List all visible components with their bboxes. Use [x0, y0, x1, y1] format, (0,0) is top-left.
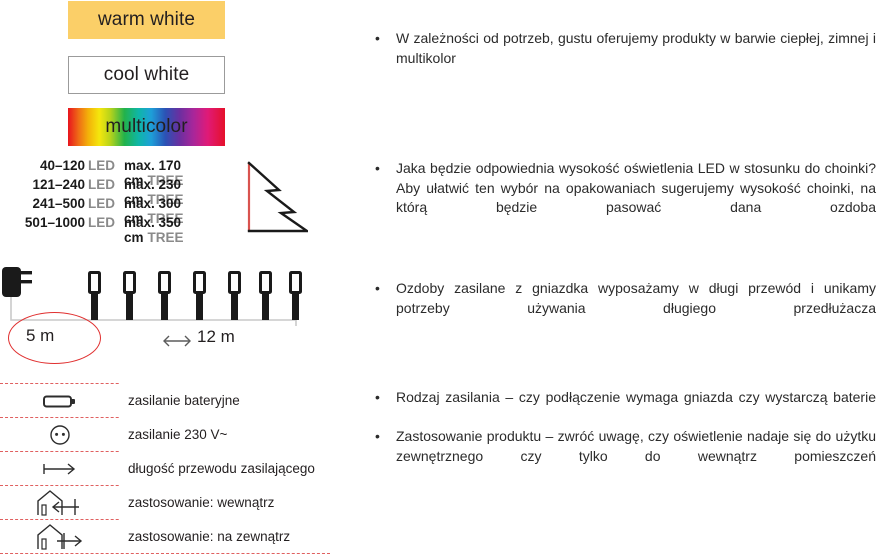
power-plug-icon [2, 267, 32, 297]
legend-label: zastosowanie: na zewnątrz [128, 529, 291, 544]
bullet-glyph: • [375, 389, 380, 405]
cable-length-highlight-ellipse [8, 312, 101, 364]
legend-label: zasilanie bateryjne [128, 393, 240, 408]
led-count-cell: 40–120 LED [0, 158, 115, 173]
led-bulb [289, 271, 302, 320]
house-outdoor-icon [0, 522, 120, 552]
led-count-value: 241–500 [32, 196, 85, 211]
bullet-group-height: • Jaka będzie odpowiednia wysokość oświe… [366, 159, 876, 237]
tree-height-value: max. 300 cm [124, 196, 182, 226]
bullet-glyph: • [375, 30, 380, 46]
bullet-text: Ozdoby zasilane z gniazdka wyposażamy w … [396, 280, 876, 316]
list-item: zastosowanie: na zewnątrz [0, 517, 332, 554]
light-string-svg [2, 267, 302, 326]
led-bulb [259, 271, 272, 320]
house-indoor-icon [0, 488, 120, 518]
swatch-multicolor-label: multicolor [105, 116, 188, 137]
separator-mask [120, 483, 332, 488]
list-item: • Rodzaj zasilania – czy podłączenie wym… [366, 388, 876, 427]
swatch-warm-white: warm white [68, 1, 225, 39]
cable-length-icon [0, 461, 120, 477]
bullet-group-cable: • Ozdoby zasilane z gniazdka wyposażamy … [366, 279, 876, 338]
tree-height-value: max. 230 cm [124, 177, 182, 207]
light-string-diagram [0, 262, 330, 362]
list-item: • W zależności od potrzeb, gustu oferuje… [366, 29, 876, 88]
left-column: warm white cool white multicolor 40–120 L… [0, 0, 345, 554]
bullet-glyph: • [375, 428, 380, 444]
led-bulb [228, 271, 241, 320]
legend-label: długość przewodu zasilającego [128, 461, 315, 476]
led-count-cell: 121–240 LED [0, 177, 115, 192]
list-item: zasilanie bateryjne [0, 381, 332, 417]
led-count-value: 40–120 [39, 158, 85, 173]
separator-mask [120, 381, 332, 386]
tree-unit: TREE [147, 230, 184, 245]
bullet-group-colors: • W zależności od potrzeb, gustu oferuje… [366, 29, 876, 88]
list-item: • Zastosowanie produktu – zwróć uwagę, c… [366, 427, 876, 486]
led-count-cell: 501–1000 LED [0, 215, 115, 230]
bullet-text: Jaka będzie odpowiednia wysokość oświetl… [396, 160, 876, 215]
tree-height-cell: max. 300 cm TREE [115, 196, 234, 226]
tree-height-cell: max. 170 cm TREE [115, 158, 234, 188]
led-count-cell: 241–500 LED [0, 196, 115, 211]
separator-mask [120, 517, 332, 522]
led-count-value: 121–240 [32, 177, 85, 192]
lit-length-label: 12 m [197, 327, 235, 346]
swatch-cool-white: cool white [68, 56, 225, 94]
bullet-glyph: • [375, 280, 380, 296]
table-row: 121–240 LED max. 230 cm TREE [0, 177, 320, 207]
led-height-table: 40–120 LED max. 170 cm TREE 121–240 LED max… [0, 158, 320, 245]
led-bulb [158, 271, 171, 320]
power-socket-icon [0, 423, 120, 447]
right-column: • W zależności od potrzeb, gustu oferuje… [366, 0, 880, 552]
list-item: zastosowanie: wewnątrz [0, 483, 332, 519]
swatch-multicolor: multicolor [68, 108, 225, 146]
double-arrow-icon [163, 335, 191, 347]
led-unit: LED [88, 158, 115, 173]
tree-unit: TREE [147, 192, 184, 207]
battery-icon [0, 393, 120, 409]
tree-height-value: max. 170 cm [124, 158, 182, 188]
led-unit: LED [88, 177, 115, 192]
led-unit: LED [88, 196, 115, 211]
bullet-glyph: • [375, 160, 380, 176]
symbol-legend: zasilanie bateryjne zasilanie 230 V~ [0, 381, 332, 554]
tree-height-cell: max. 230 cm TREE [115, 177, 234, 207]
led-unit: LED [88, 215, 115, 230]
table-row: 501–1000 LED max. 350 cm TREE [0, 215, 320, 245]
list-item: zasilanie 230 V~ [0, 415, 332, 451]
legend-label: zastosowanie: wewnątrz [128, 495, 275, 510]
led-bulb [88, 271, 101, 320]
swatch-warm-white-label: warm white [97, 9, 196, 30]
list-item: długość przewodu zasilającego [0, 449, 332, 485]
tree-height-value: max. 350 cm [124, 215, 182, 245]
bullet-text: Rodzaj zasilania – czy podłączenie wymag… [396, 389, 876, 405]
table-row: 40–120 LED max. 170 cm TREE [0, 158, 320, 188]
separator-mask [120, 449, 332, 454]
list-item: • Ozdoby zasilane z gniazdka wyposażamy … [366, 279, 876, 338]
table-row: 241–500 LED max. 300 cm TREE [0, 196, 320, 226]
bullet-text: W zależności od potrzeb, gustu oferujemy… [396, 30, 876, 66]
swatch-cool-white-label: cool white [103, 64, 190, 85]
cable-length-label: 5 m [26, 326, 55, 345]
separator-mask [120, 415, 332, 420]
led-bulb [123, 271, 136, 320]
legend-label: zasilanie 230 V~ [128, 427, 228, 442]
bullet-group-power-usage: • Rodzaj zasilania – czy podłączenie wym… [366, 388, 876, 486]
bullet-text: Zastosowanie produktu – zwróć uwagę, czy… [396, 428, 876, 464]
led-bulb [193, 271, 206, 320]
christmas-tree-icon [247, 161, 308, 233]
tree-unit: TREE [147, 211, 184, 226]
list-item: • Jaka będzie odpowiednia wysokość oświe… [366, 159, 876, 237]
led-count-value: 501–1000 [24, 215, 85, 230]
tree-unit: TREE [147, 173, 184, 188]
tree-height-cell: max. 350 cm TREE [115, 215, 234, 245]
